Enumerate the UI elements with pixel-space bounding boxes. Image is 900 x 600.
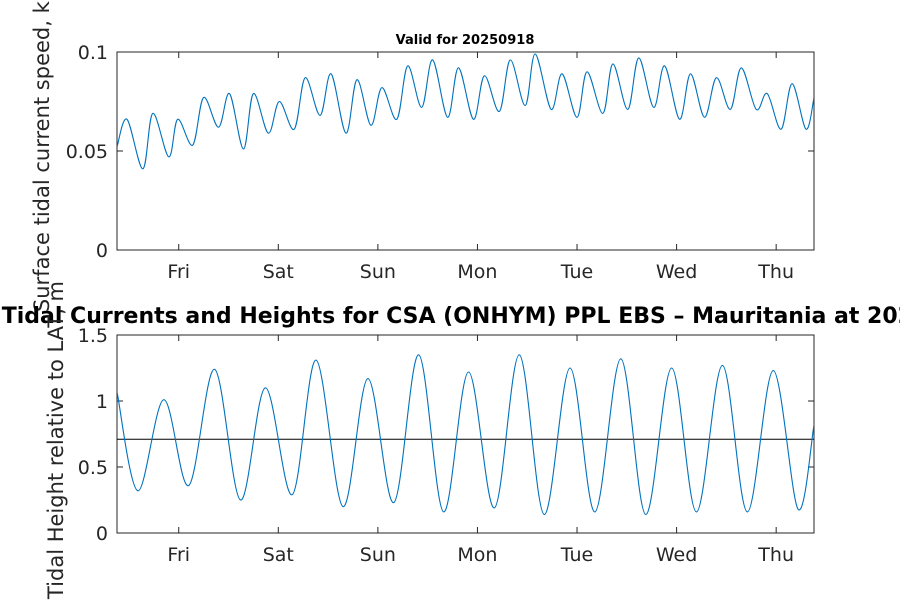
y-axis-label: Surface tidal current speed, kn <box>30 0 54 312</box>
tidal-height-panel: Tidal Currents and Heights for CSA (ONHY… <box>2 281 900 600</box>
chart-title: Tidal Currents and Heights for CSA (ONHY… <box>2 304 900 329</box>
x-tick-label: Wed <box>656 544 697 566</box>
current-speed-panel: Valid for 20250918 Surface tidal current… <box>30 0 815 312</box>
x-tick-label: Mon <box>457 261 497 283</box>
x-tick-label: Wed <box>656 261 697 283</box>
x-tick-label: Mon <box>457 544 497 566</box>
series-line <box>117 354 814 516</box>
x-tick-label: Sat <box>263 261 294 283</box>
x-tick-label: Tue <box>560 261 593 283</box>
series-line <box>117 53 814 170</box>
y-tick-label: 1.5 <box>78 325 108 347</box>
x-tick-label: Fri <box>167 261 190 283</box>
y-tick-label: 1 <box>96 391 108 413</box>
y-axis-label: Tidal Height relative to LAT, m <box>44 281 68 600</box>
y-tick-label: 0.05 <box>66 141 108 163</box>
x-tick-label: Fri <box>167 544 190 566</box>
plot-frame <box>116 51 815 251</box>
y-tick-label: 0.1 <box>78 42 108 64</box>
x-tick-label: Thu <box>757 544 794 566</box>
chart-title: Valid for 20250918 <box>396 33 535 48</box>
plot-frame <box>116 334 815 534</box>
y-tick-label: 0 <box>96 523 108 545</box>
x-tick-label: Sun <box>360 261 396 283</box>
y-tick-label: 0.5 <box>78 457 108 479</box>
x-tick-label: Sun <box>360 544 396 566</box>
x-tick-label: Tue <box>560 544 593 566</box>
y-tick-label: 0 <box>96 240 108 262</box>
x-tick-label: Sat <box>263 544 294 566</box>
x-tick-label: Thu <box>757 261 794 283</box>
